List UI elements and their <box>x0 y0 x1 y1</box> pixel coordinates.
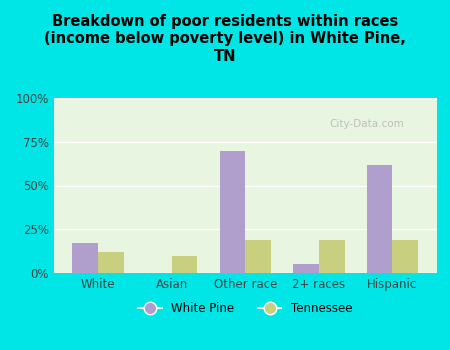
Bar <box>98 252 124 273</box>
Bar <box>319 240 345 273</box>
Text: Breakdown of poor residents within races
(income below poverty level) in White P: Breakdown of poor residents within races… <box>44 14 406 64</box>
Legend: White Pine, Tennessee: White Pine, Tennessee <box>133 297 357 320</box>
Bar <box>293 264 319 273</box>
Text: City-Data.com: City-Data.com <box>329 119 404 129</box>
Bar <box>220 150 245 273</box>
Bar <box>245 240 271 273</box>
Bar <box>367 164 392 273</box>
Bar <box>72 243 98 273</box>
Bar <box>172 256 198 273</box>
Bar <box>392 240 418 273</box>
